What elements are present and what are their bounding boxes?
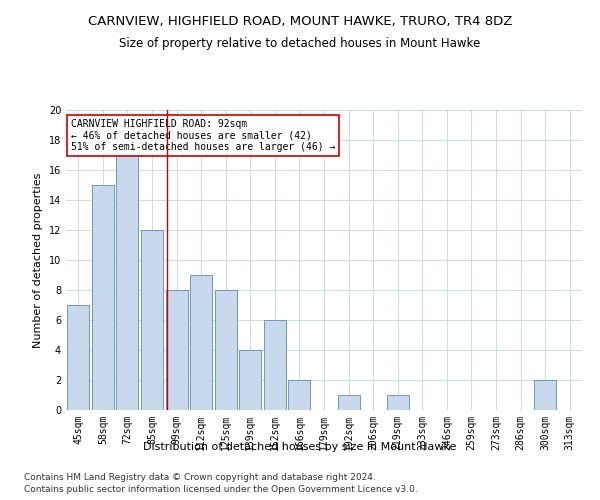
Bar (166, 290, 188, 410)
Bar (264, 320, 286, 410)
Bar (190, 275, 212, 410)
Bar (338, 395, 359, 410)
Bar (141, 230, 163, 410)
Text: CARNVIEW HIGHFIELD ROAD: 92sqm
← 46% of detached houses are smaller (42)
51% of : CARNVIEW HIGHFIELD ROAD: 92sqm ← 46% of … (71, 119, 335, 152)
Bar (215, 290, 237, 410)
Text: Size of property relative to detached houses in Mount Hawke: Size of property relative to detached ho… (119, 38, 481, 51)
Y-axis label: Number of detached properties: Number of detached properties (33, 172, 43, 348)
Text: CARNVIEW, HIGHFIELD ROAD, MOUNT HAWKE, TRURO, TR4 8DZ: CARNVIEW, HIGHFIELD ROAD, MOUNT HAWKE, T… (88, 15, 512, 28)
Bar (67, 305, 89, 410)
Bar (289, 380, 310, 410)
Text: Contains HM Land Registry data © Crown copyright and database right 2024.: Contains HM Land Registry data © Crown c… (24, 472, 376, 482)
Bar (534, 380, 556, 410)
Bar (239, 350, 262, 410)
Bar (386, 395, 409, 410)
Bar (92, 185, 114, 410)
Text: Contains public sector information licensed under the Open Government Licence v3: Contains public sector information licen… (24, 485, 418, 494)
Text: Distribution of detached houses by size in Mount Hawke: Distribution of detached houses by size … (143, 442, 457, 452)
Bar (116, 140, 139, 410)
